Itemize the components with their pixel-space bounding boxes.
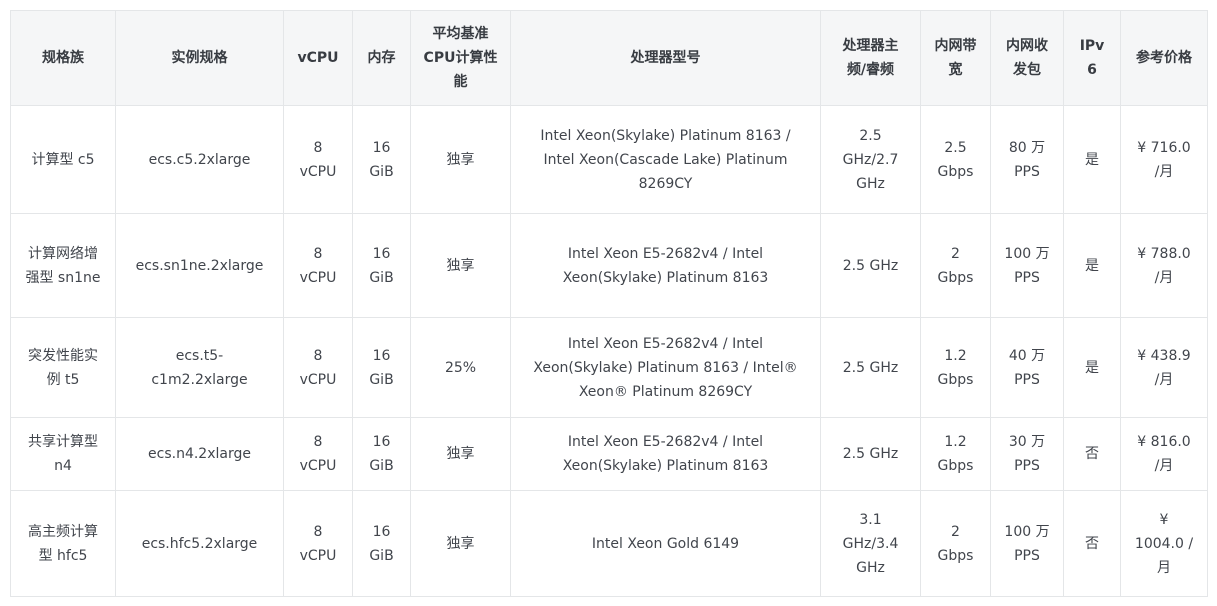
cell-processor-model: Intel Xeon E5-2682v4 / Intel Xeon(Skylak…	[510, 317, 821, 418]
cell-baseline-cpu-performance: 独享	[410, 490, 511, 597]
instance-spec-table: 规格族 实例规格 vCPU 内存 平均基准CPU计算性能 处理器型号 处理器主频…	[10, 10, 1208, 597]
cell-intranet-pps: 100 万 PPS	[990, 490, 1064, 597]
column-header-reference-price: 参考价格	[1120, 10, 1208, 106]
cell-baseline-cpu-performance: 独享	[410, 213, 511, 318]
cell-vcpu: 8 vCPU	[283, 417, 353, 491]
cell-processor-frequency: 2.5 GHz	[820, 317, 921, 418]
cell-intranet-bandwidth: 1.2 Gbps	[920, 317, 991, 418]
cell-processor-model: Intel Xeon Gold 6149	[510, 490, 821, 597]
cell-instance-type: ecs.hfc5.2xlarge	[115, 490, 284, 597]
cell-intranet-pps: 80 万 PPS	[990, 105, 1064, 214]
cell-spec-family: 计算网络增强型 sn1ne	[10, 213, 116, 318]
cell-memory: 16 GiB	[352, 317, 411, 418]
cell-intranet-pps: 40 万 PPS	[990, 317, 1064, 418]
cell-spec-family: 突发性能实例 t5	[10, 317, 116, 418]
cell-vcpu: 8 vCPU	[283, 105, 353, 214]
column-header-baseline-cpu-performance: 平均基准CPU计算性能	[410, 10, 511, 106]
column-header-instance-type: 实例规格	[115, 10, 284, 106]
column-header-processor-model: 处理器型号	[510, 10, 821, 106]
column-header-spec-family: 规格族	[10, 10, 116, 106]
table-row: 计算网络增强型 sn1ne ecs.sn1ne.2xlarge 8 vCPU 1…	[10, 213, 1208, 318]
cell-instance-type: ecs.n4.2xlarge	[115, 417, 284, 491]
column-header-vcpu: vCPU	[283, 10, 353, 106]
cell-processor-model: Intel Xeon E5-2682v4 / Intel Xeon(Skylak…	[510, 417, 821, 491]
cell-memory: 16 GiB	[352, 490, 411, 597]
cell-intranet-pps: 30 万 PPS	[990, 417, 1064, 491]
cell-reference-price: ¥ 816.0 /月	[1120, 417, 1208, 491]
cell-ipv6: 是	[1063, 105, 1121, 214]
column-header-intranet-pps: 内网收发包	[990, 10, 1064, 106]
cell-memory: 16 GiB	[352, 105, 411, 214]
cell-baseline-cpu-performance: 独享	[410, 105, 511, 214]
table-row: 共享计算型 n4 ecs.n4.2xlarge 8 vCPU 16 GiB 独享…	[10, 417, 1208, 491]
column-header-memory: 内存	[352, 10, 411, 106]
cell-memory: 16 GiB	[352, 417, 411, 491]
cell-intranet-bandwidth: 1.2 Gbps	[920, 417, 991, 491]
cell-instance-type: ecs.c5.2xlarge	[115, 105, 284, 214]
cell-spec-family: 共享计算型 n4	[10, 417, 116, 491]
column-header-ipv6: IPv6	[1063, 10, 1121, 106]
cell-baseline-cpu-performance: 独享	[410, 417, 511, 491]
cell-intranet-bandwidth: 2 Gbps	[920, 213, 991, 318]
cell-ipv6: 否	[1063, 490, 1121, 597]
cell-intranet-bandwidth: 2.5 Gbps	[920, 105, 991, 214]
cell-ipv6: 是	[1063, 213, 1121, 318]
cell-intranet-pps: 100 万 PPS	[990, 213, 1064, 318]
table-row: 高主频计算型 hfc5 ecs.hfc5.2xlarge 8 vCPU 16 G…	[10, 490, 1208, 597]
cell-ipv6: 否	[1063, 417, 1121, 491]
cell-processor-frequency: 2.5 GHz	[820, 213, 921, 318]
cell-intranet-bandwidth: 2 Gbps	[920, 490, 991, 597]
cell-processor-frequency: 2.5 GHz	[820, 417, 921, 491]
cell-vcpu: 8 vCPU	[283, 490, 353, 597]
cell-processor-frequency: 3.1 GHz/3.4 GHz	[820, 490, 921, 597]
column-header-intranet-bandwidth: 内网带宽	[920, 10, 991, 106]
cell-processor-model: Intel Xeon(Skylake) Platinum 8163 / Inte…	[510, 105, 821, 214]
cell-spec-family: 高主频计算型 hfc5	[10, 490, 116, 597]
cell-spec-family: 计算型 c5	[10, 105, 116, 214]
cell-processor-frequency: 2.5 GHz/2.7 GHz	[820, 105, 921, 214]
cell-vcpu: 8 vCPU	[283, 317, 353, 418]
cell-reference-price: ¥ 716.0 /月	[1120, 105, 1208, 214]
cell-instance-type: ecs.t5-c1m2.2xlarge	[115, 317, 284, 418]
cell-processor-model: Intel Xeon E5-2682v4 / Intel Xeon(Skylak…	[510, 213, 821, 318]
header-row: 规格族 实例规格 vCPU 内存 平均基准CPU计算性能 处理器型号 处理器主频…	[10, 10, 1208, 106]
cell-reference-price: ¥ 1004.0 / 月	[1120, 490, 1208, 597]
table-row: 计算型 c5 ecs.c5.2xlarge 8 vCPU 16 GiB 独享 I…	[10, 105, 1208, 214]
cell-reference-price: ¥ 788.0 /月	[1120, 213, 1208, 318]
cell-memory: 16 GiB	[352, 213, 411, 318]
cell-reference-price: ¥ 438.9 /月	[1120, 317, 1208, 418]
cell-vcpu: 8 vCPU	[283, 213, 353, 318]
cell-ipv6: 是	[1063, 317, 1121, 418]
column-header-processor-frequency: 处理器主频/睿频	[820, 10, 921, 106]
cell-baseline-cpu-performance: 25%	[410, 317, 511, 418]
cell-instance-type: ecs.sn1ne.2xlarge	[115, 213, 284, 318]
table-row: 突发性能实例 t5 ecs.t5-c1m2.2xlarge 8 vCPU 16 …	[10, 317, 1208, 418]
